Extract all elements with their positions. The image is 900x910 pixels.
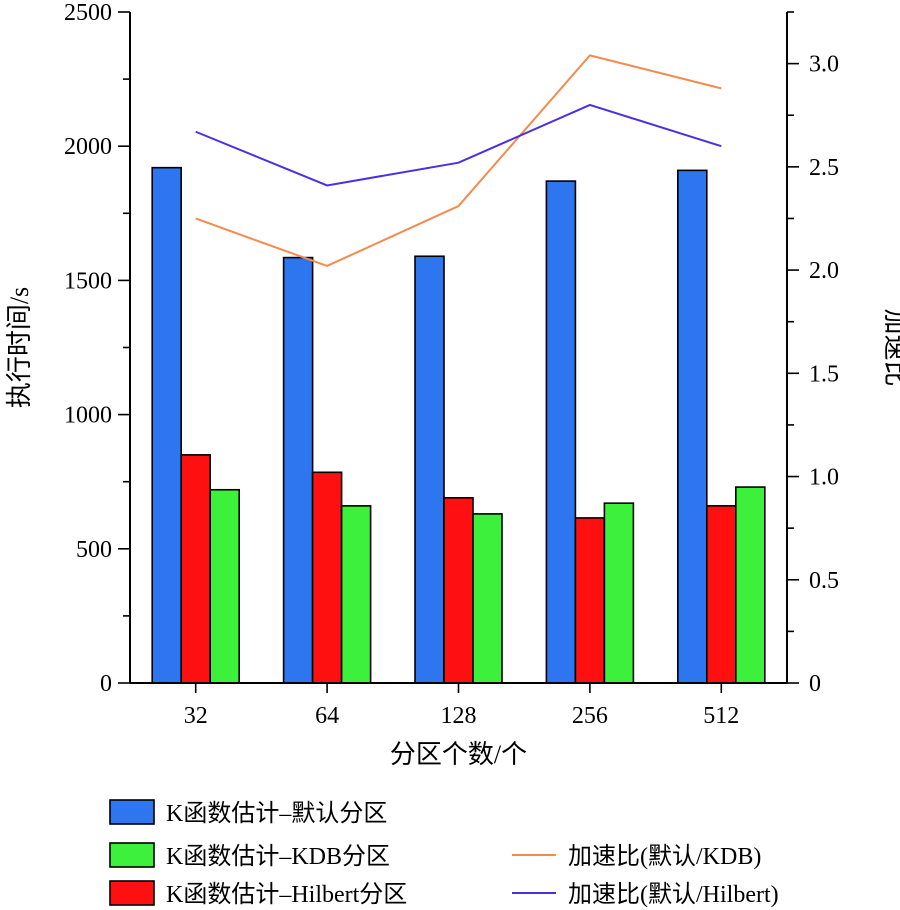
lines-layer <box>195 54 722 268</box>
bar-2-64 <box>340 505 372 684</box>
bar-2-32 <box>209 488 240 684</box>
y-tick-label: 1500 <box>64 268 112 294</box>
x-tick-label: 64 <box>315 703 339 729</box>
legend-label: K函数估计–Hilbert分区 <box>166 881 407 908</box>
legend: K函数估计–默认分区 K函数估计–KDB分区 K函数估计–Hilbert分区 加速比(… <box>109 799 779 908</box>
x-tick-label: 32 <box>184 703 208 729</box>
y2-axis-title: 加速比 <box>881 308 900 386</box>
bar-0-512 <box>676 169 708 684</box>
legend-label: K函数估计–默认分区 <box>166 800 387 827</box>
bar-2-256 <box>603 502 635 684</box>
bar-0-128 <box>414 255 445 684</box>
series-line-1 <box>195 103 722 187</box>
y2-tick-label: 0.5 <box>809 568 839 594</box>
x-tick-label: 512 <box>703 703 739 729</box>
legend-label: 加速比(默认/Hilbert) <box>568 881 779 908</box>
series-line-0 <box>195 54 722 268</box>
y-tick-label: 1000 <box>64 403 112 429</box>
y-tick-label: 0 <box>100 671 112 697</box>
legend-swatch-bar-1 <box>109 880 155 906</box>
bar-1-32 <box>180 454 211 684</box>
y2-tick-label: 2.0 <box>809 258 839 284</box>
legend-swatch-bar-0 <box>109 799 155 825</box>
y2-tick-label: 3.0 <box>809 52 839 78</box>
x-tick-label: 256 <box>572 703 608 729</box>
bar-0-32 <box>151 166 182 684</box>
bar-0-256 <box>545 180 577 684</box>
legend-label: 加速比(默认/KDB) <box>568 843 761 870</box>
bar-1-512 <box>705 505 737 684</box>
bar-2-128 <box>472 513 503 684</box>
y-tick-label: 2500 <box>64 0 112 26</box>
bars-layer <box>151 166 766 684</box>
x-tick-label: 128 <box>441 703 477 729</box>
y2-tick-label: 0 <box>809 671 821 697</box>
bar-2-512 <box>734 486 766 684</box>
y-tick-label: 500 <box>76 537 112 563</box>
y2-tick-label: 1.0 <box>809 465 839 491</box>
axes-layer: 0 500 1000 1500 2000 2500 0 0.5 1.0 1.5 2.0 2.5 3.0 3… <box>5 0 900 769</box>
y-axis-title: 执行时间/s <box>5 287 34 408</box>
bar-0-64 <box>282 256 314 684</box>
legend-swatch-bar-2 <box>109 842 155 868</box>
y-tick-label: 2000 <box>64 134 112 160</box>
legend-label: K函数估计–KDB分区 <box>166 843 390 870</box>
bar-1-256 <box>574 517 606 684</box>
x-axis-title: 分区个数/个 <box>390 740 527 769</box>
bar-1-128 <box>443 497 474 684</box>
y2-tick-label: 1.5 <box>809 361 839 387</box>
y2-tick-label: 2.5 <box>809 155 839 181</box>
bar-1-64 <box>311 471 343 684</box>
